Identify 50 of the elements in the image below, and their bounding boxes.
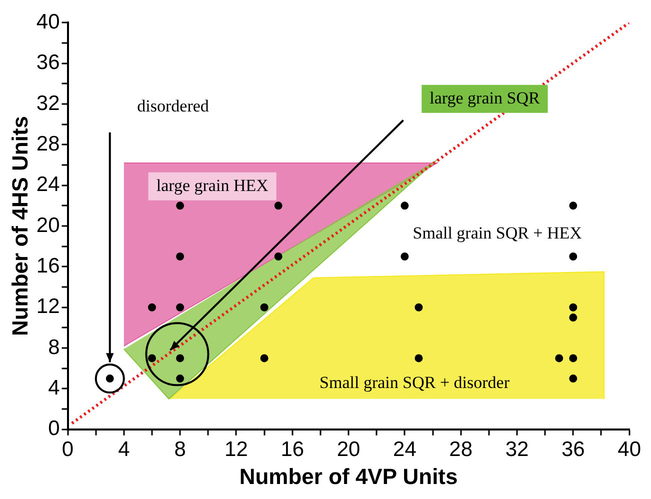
x-tick-label: 8 xyxy=(174,438,186,461)
point xyxy=(260,303,268,312)
annotation: Small grain SQR + HEX xyxy=(412,224,582,243)
x-tick-label: 36 xyxy=(561,438,585,461)
x-tick-label: 24 xyxy=(393,438,417,461)
point xyxy=(555,354,564,362)
x-tick-label: 12 xyxy=(224,438,248,461)
y-tick-label: 40 xyxy=(36,10,60,34)
point xyxy=(569,374,578,383)
x-axis-title: Number of 4VP Units xyxy=(239,464,458,489)
x-tick-label: 4 xyxy=(118,438,130,461)
point xyxy=(176,303,184,312)
point xyxy=(569,314,578,322)
point xyxy=(400,202,409,210)
x-tick-label: 40 xyxy=(618,438,641,461)
annotation: large grain HEX xyxy=(156,176,268,195)
point xyxy=(274,252,282,261)
point xyxy=(569,202,578,210)
point xyxy=(148,354,156,362)
point xyxy=(274,202,282,210)
y-tick-label: 12 xyxy=(36,295,60,318)
point xyxy=(414,354,423,362)
annotation: Small grain SQR + disorder xyxy=(320,373,510,392)
x-tick-label: 32 xyxy=(505,438,529,461)
y-tick-label: 16 xyxy=(36,254,60,278)
x-tick-label: 28 xyxy=(449,438,473,461)
annotation: disordered xyxy=(137,96,210,116)
y-tick-label: 24 xyxy=(36,173,60,196)
point xyxy=(569,252,578,261)
point xyxy=(260,354,268,362)
point xyxy=(414,303,423,312)
point xyxy=(148,303,156,312)
y-tick-label: 8 xyxy=(48,336,60,359)
y-tick-label: 28 xyxy=(36,132,60,156)
point xyxy=(569,354,578,362)
y-tick-label: 0 xyxy=(48,417,60,440)
point xyxy=(569,303,578,312)
y-tick-label: 32 xyxy=(36,92,60,115)
point xyxy=(176,202,184,210)
y-tick-label: 20 xyxy=(36,214,60,237)
annotation: large grain SQR xyxy=(430,88,540,108)
point xyxy=(176,374,184,383)
x-tick-label: 16 xyxy=(280,438,304,461)
y-tick-label: 4 xyxy=(48,376,60,400)
y-axis-title: Number of 4HS Units xyxy=(7,116,32,336)
point xyxy=(400,252,409,261)
x-tick-label: 20 xyxy=(336,438,360,461)
y-tick-label: 36 xyxy=(36,51,60,74)
point xyxy=(176,354,184,362)
point xyxy=(176,252,184,261)
